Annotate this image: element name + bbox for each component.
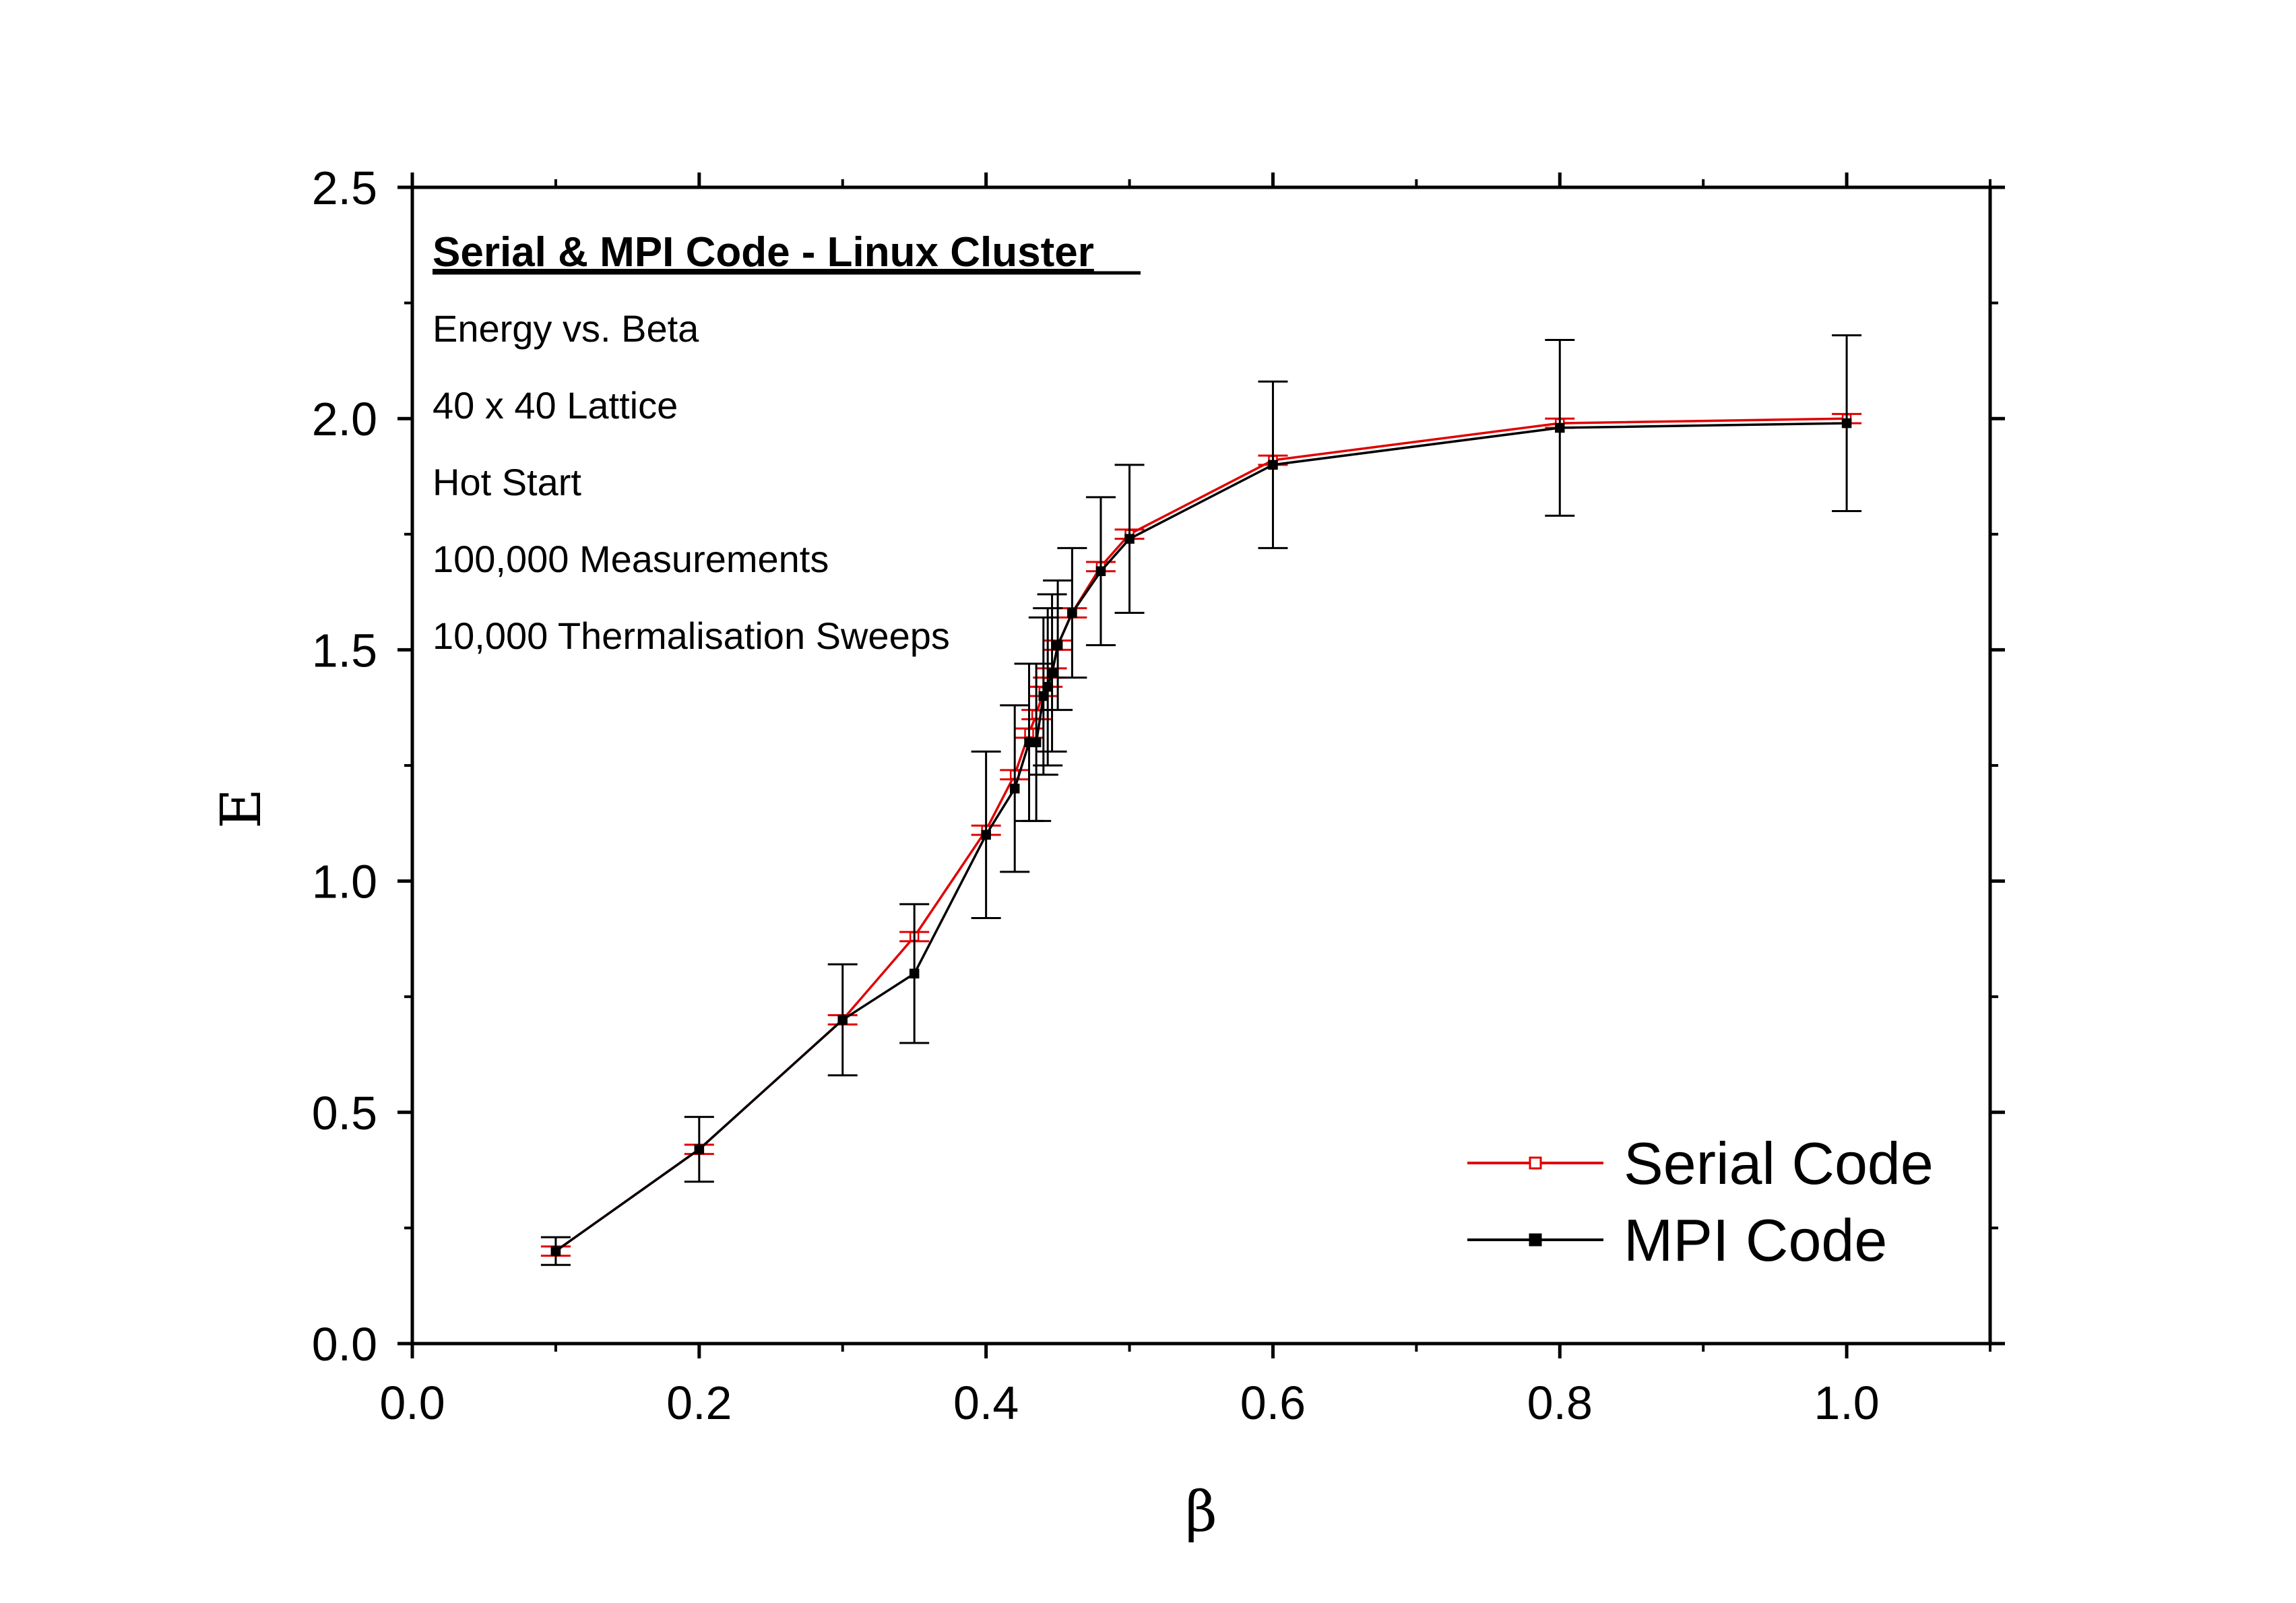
x-tick-label: 1.0 xyxy=(1814,1377,1879,1429)
annotation-line: 40 x 40 Lattice xyxy=(433,384,678,427)
legend-entry-serial: Serial Code xyxy=(1467,1130,1934,1197)
legend-swatch-marker xyxy=(1529,1233,1542,1247)
data-point xyxy=(1841,418,1852,429)
x-tick-label: 0.6 xyxy=(1240,1377,1306,1429)
annotation-line: 10,000 Thermalisation Sweeps xyxy=(433,615,950,657)
annotation-line: 100,000 Measurements xyxy=(433,538,829,580)
data-point xyxy=(1268,460,1278,470)
x-axis-title: β xyxy=(1185,1480,1217,1544)
y-axis-title: E xyxy=(210,788,274,829)
y-tick-label: 2.0 xyxy=(312,393,377,445)
annotation-line: Energy vs. Beta xyxy=(433,307,699,350)
data-point xyxy=(1031,737,1042,747)
annotation-title: Serial & MPI Code - Linux Cluster xyxy=(433,229,1094,276)
legend-label: Serial Code xyxy=(1624,1130,1934,1197)
series-mpi-code xyxy=(540,334,1862,1266)
axes: 0.0 0.2 0.4 0.6 0.8 1.0 0.0 0.5 1.0 1.5 2.0 2.5 xyxy=(312,162,2005,1429)
annotation-line: Hot Start xyxy=(433,461,581,503)
y-tick-label: 2.5 xyxy=(312,162,377,214)
data-point xyxy=(1042,682,1053,692)
data-point xyxy=(1124,534,1135,544)
legend: Serial Code MPI Code xyxy=(1467,1130,1934,1274)
data-point xyxy=(1067,608,1077,618)
legend-swatch-marker xyxy=(1529,1156,1542,1170)
data-point xyxy=(550,1246,561,1256)
data-point xyxy=(694,1144,705,1154)
y-tick-label: 1.5 xyxy=(312,624,377,677)
legend-label: MPI Code xyxy=(1624,1207,1887,1274)
data-point xyxy=(1555,422,1565,433)
data-point xyxy=(1009,784,1020,794)
x-tick-label: 0.4 xyxy=(953,1377,1019,1429)
data-point xyxy=(909,968,920,979)
data-point xyxy=(1095,566,1106,576)
annotation-block: Serial & MPI Code - Linux Cluster Energy… xyxy=(433,229,1141,657)
y-tick-label: 0.0 xyxy=(312,1318,377,1371)
series-layer xyxy=(540,334,1862,1266)
data-point xyxy=(837,1015,848,1025)
data-point xyxy=(1038,691,1049,701)
data-point xyxy=(981,829,991,840)
x-tick-label: 0.8 xyxy=(1527,1377,1593,1429)
data-point xyxy=(1047,668,1057,678)
y-tick-label: 1.0 xyxy=(312,856,377,908)
y-tick-label: 0.5 xyxy=(312,1087,377,1139)
x-tick-label: 0.2 xyxy=(666,1377,732,1429)
x-tick-label: 0.0 xyxy=(379,1377,445,1429)
legend-entry-mpi: MPI Code xyxy=(1467,1207,1887,1274)
data-point xyxy=(1052,640,1063,650)
